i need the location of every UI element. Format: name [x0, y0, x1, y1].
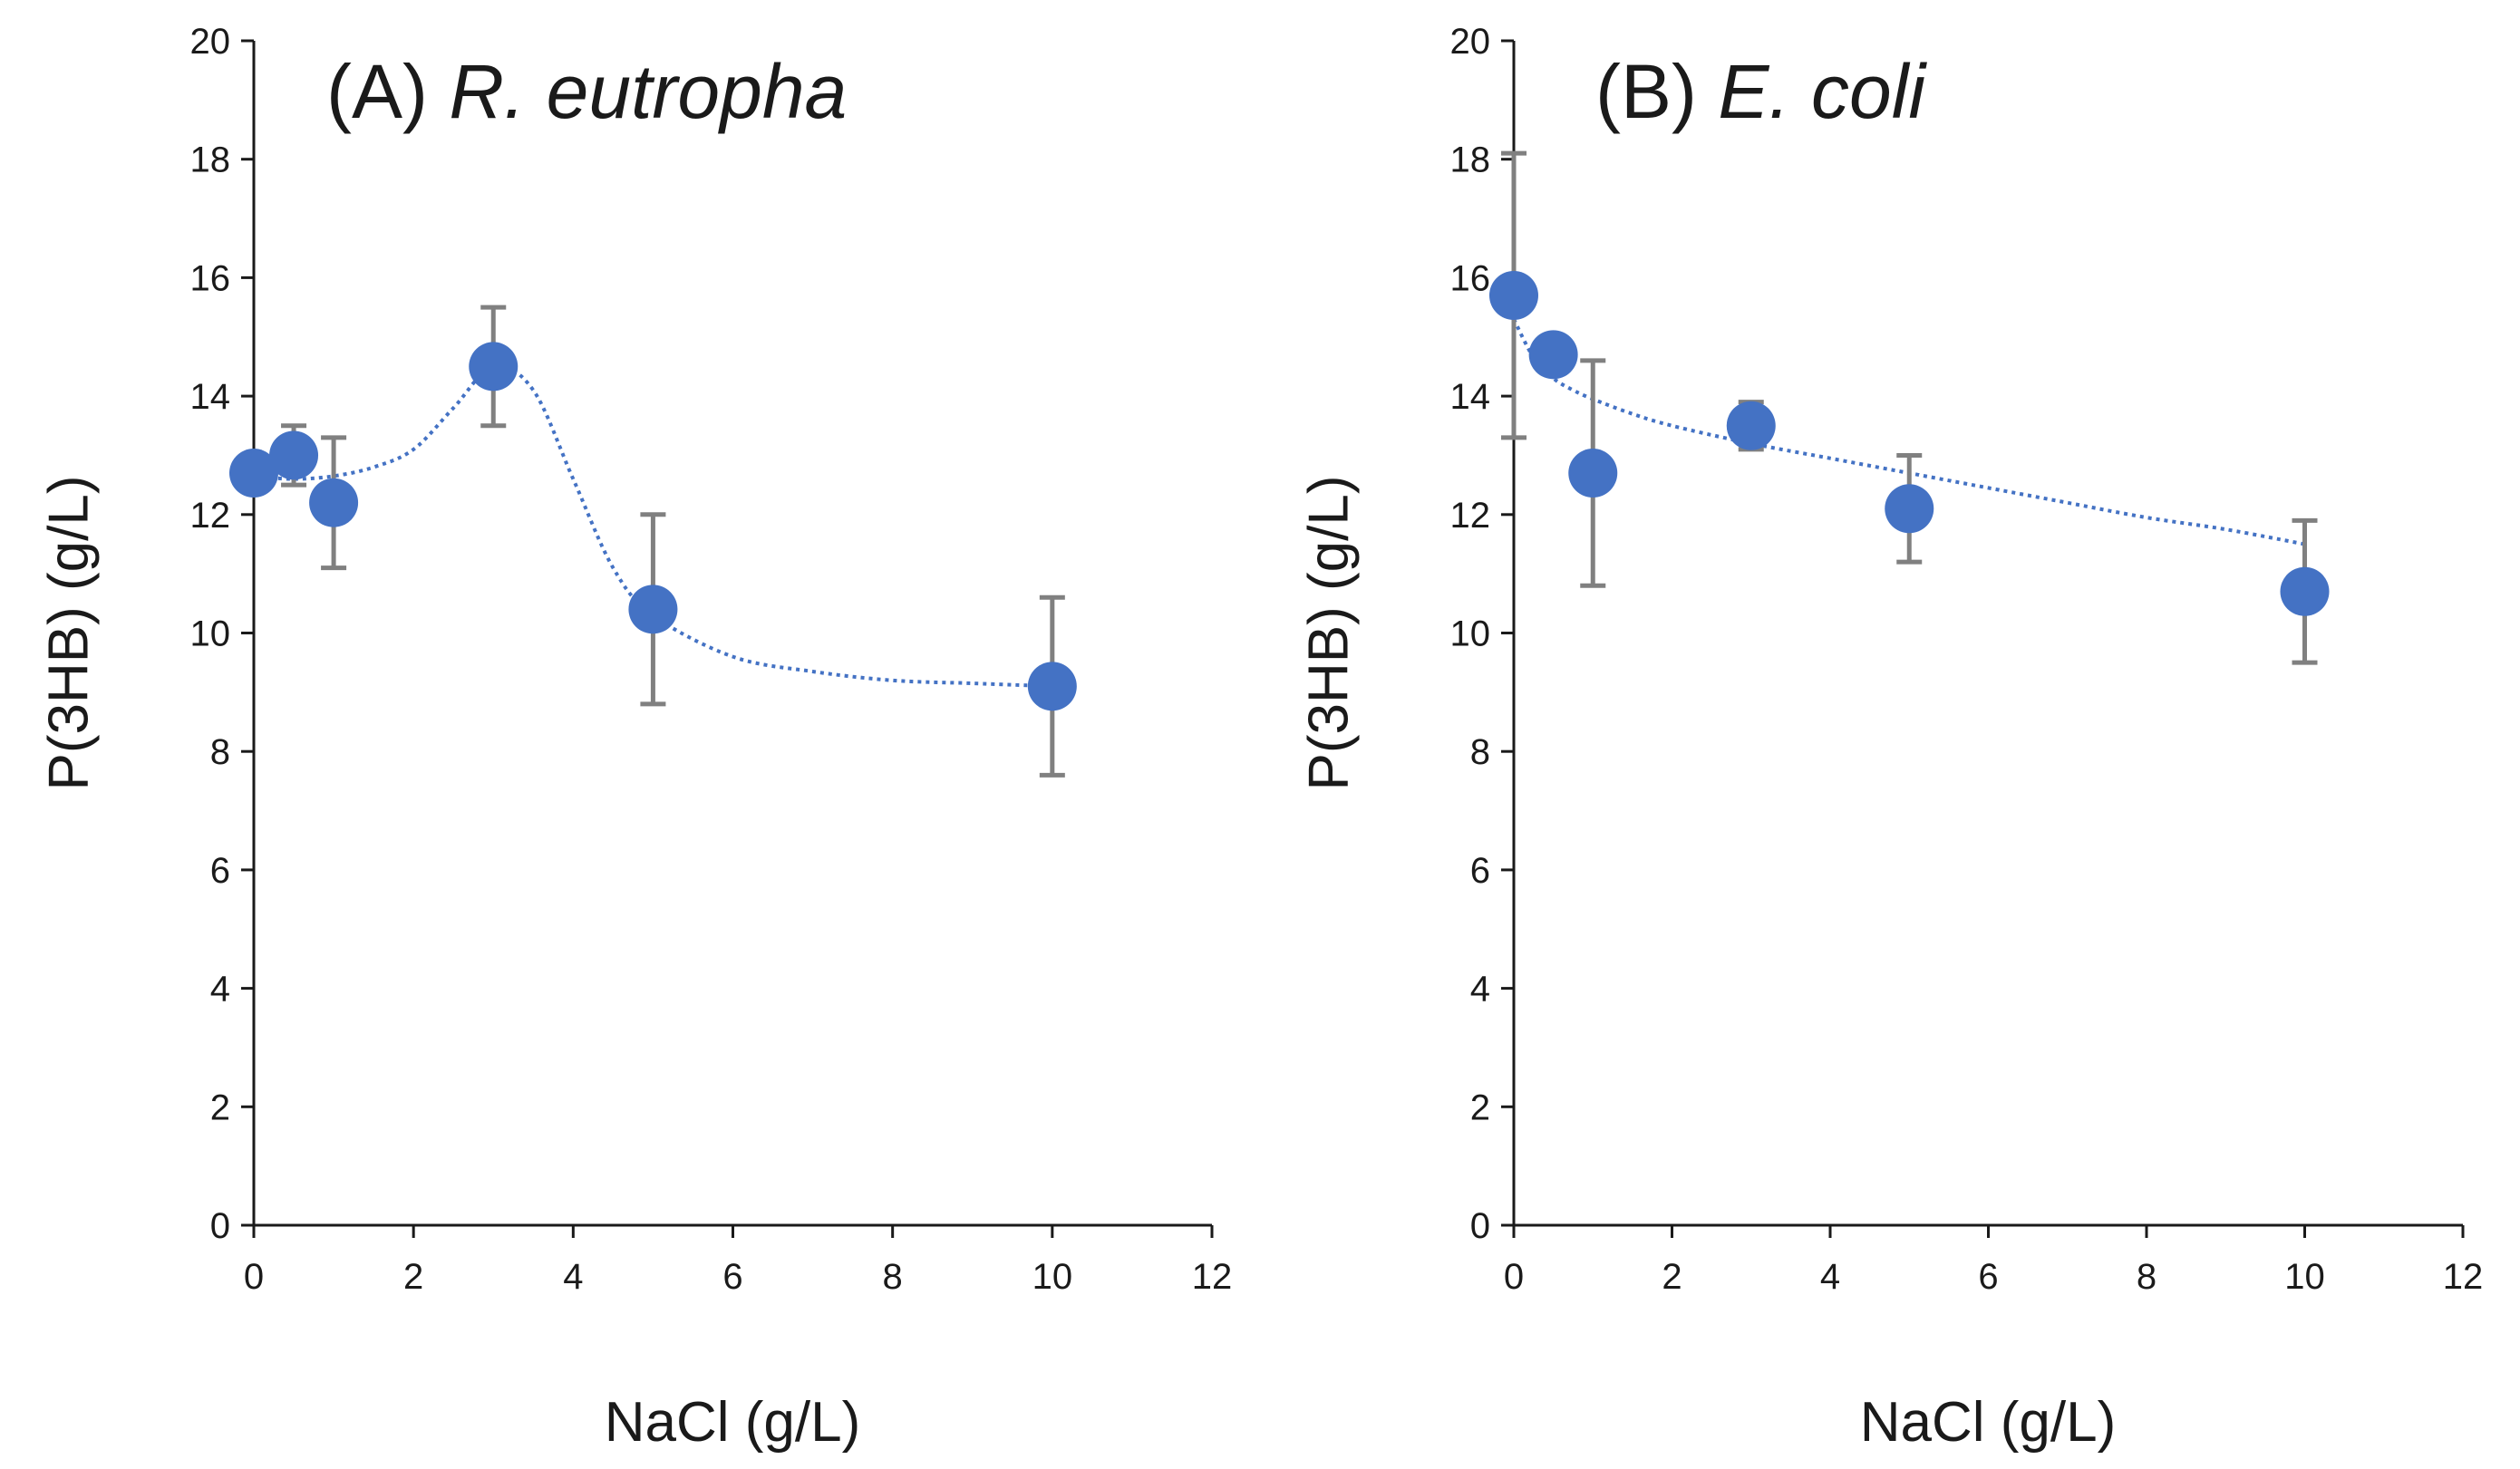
x-axis-title: NaCl (g/L)	[1860, 1391, 2117, 1454]
y-tick-label: 8	[210, 732, 230, 772]
data-point	[309, 478, 359, 527]
x-tick-label: 6	[722, 1257, 742, 1297]
x-tick-label: 8	[2137, 1257, 2157, 1297]
data-point	[2280, 566, 2330, 616]
chart-panel-b: 0 2 4 6 8 10 12 14 16 18 20 0 2 4 6 8 10 12 NaCl (g/L) P(3H…	[1260, 0, 2520, 1469]
y-tick-label: 14	[190, 377, 231, 417]
x-tick-label: 4	[563, 1257, 583, 1297]
data-point	[1885, 484, 1934, 534]
y-tick-label: 14	[1450, 377, 1491, 417]
y-tick-label: 2	[210, 1087, 230, 1127]
x-tick-label: 0	[1504, 1257, 1524, 1297]
y-tick-label: 10	[190, 614, 231, 654]
data-point	[469, 342, 519, 391]
x-tick-label: 6	[1978, 1257, 1998, 1297]
panel-title-organism: E. coli	[1718, 49, 1927, 134]
y-tick-label: 2	[1470, 1087, 1490, 1127]
y-tick-label: 10	[1450, 614, 1491, 654]
y-tick-label: 18	[190, 140, 231, 180]
y-tick-label: 12	[1450, 496, 1491, 536]
y-tick-label: 0	[1470, 1206, 1490, 1246]
panel-title-organism: R. eutropha	[449, 49, 847, 134]
chart-panel-a: 0 2 4 6 8 10 12 14 16 18 20 0 2 4 6 8 10 12 NaCl (g/L) P(3H…	[37, 22, 1233, 1454]
data-point	[1489, 271, 1538, 321]
panel-title: (B) E. coli	[1595, 49, 1927, 134]
y-tick-label: 16	[190, 258, 231, 298]
data-point	[229, 449, 278, 498]
x-tick-label: 10	[1032, 1257, 1073, 1297]
y-tick-label: 6	[1470, 851, 1490, 891]
panel-title: (A) R. eutropha	[326, 49, 847, 134]
trendline	[1512, 318, 2305, 546]
data-point	[1726, 401, 1776, 450]
y-axis-title: P(3HB) (g/L)	[1297, 476, 1360, 791]
data-point	[1528, 330, 1578, 380]
x-axis-title: NaCl (g/L)	[605, 1391, 861, 1454]
x-tick-label: 12	[1192, 1257, 1233, 1297]
data-point	[628, 585, 678, 634]
trendline	[253, 363, 1052, 689]
data-point	[1027, 662, 1077, 711]
panel-title-label: (A)	[326, 49, 449, 134]
y-tick-label: 20	[1450, 22, 1491, 62]
x-tick-label: 2	[403, 1257, 423, 1297]
x-tick-label: 2	[1662, 1257, 1682, 1297]
y-tick-label: 16	[1450, 258, 1491, 298]
y-tick-label: 12	[190, 496, 231, 536]
x-tick-label: 8	[883, 1257, 903, 1297]
x-tick-label: 0	[244, 1257, 264, 1297]
y-tick-label: 0	[210, 1206, 230, 1246]
data-point	[269, 430, 319, 480]
y-tick-label: 20	[190, 22, 231, 62]
y-tick-label: 4	[210, 970, 230, 1010]
data-point	[1568, 449, 1618, 498]
chart-b-svg: 0 2 4 6 8 10 12 14 16 18 20 0 2 4 6 8 10 12 NaCl (g/L) P(3H…	[1297, 22, 2484, 1454]
y-axis-title: P(3HB) (g/L)	[37, 476, 100, 791]
chart-a-svg: 0 2 4 6 8 10 12 14 16 18 20 0 2 4 6 8 10 12 NaCl (g/L) P(3H…	[37, 22, 1233, 1454]
x-tick-label: 4	[1820, 1257, 1840, 1297]
panel-title-label: (B)	[1595, 49, 1718, 134]
x-tick-label: 10	[2284, 1257, 2325, 1297]
y-tick-label: 18	[1450, 140, 1491, 180]
y-tick-label: 8	[1470, 732, 1490, 772]
y-tick-label: 6	[210, 851, 230, 891]
y-tick-label: 4	[1470, 970, 1490, 1010]
x-tick-label: 12	[2443, 1257, 2484, 1297]
